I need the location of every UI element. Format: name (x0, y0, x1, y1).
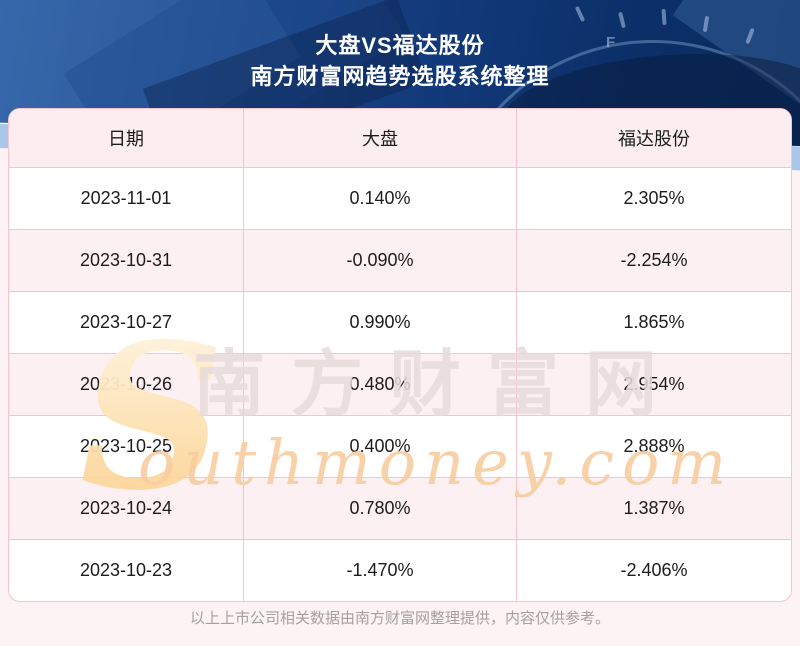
market-cell: 0.990% (243, 292, 516, 353)
date-cell: 2023-10-27 (79, 312, 173, 332)
stock-cell: -2.406% (516, 540, 791, 601)
market-cell: -0.090% (243, 230, 516, 291)
stock-cell: 1.865% (516, 292, 791, 353)
market-cell: 0.400% (243, 416, 516, 477)
table-row: 2023-10-23 -1.470% -2.406% (9, 539, 791, 601)
date-cell: 2023-10-24 (9, 478, 243, 539)
stock-cell: 2.954% (516, 354, 791, 415)
gauge-tick-decoration (661, 8, 667, 26)
market-cell: 0.480% (243, 354, 516, 415)
table-row: 2023-10-26 0.480% 2.954% (9, 353, 791, 415)
page-subtitle: 南方财富网趋势选股系统整理 (250, 64, 550, 89)
gauge-tick-decoration (574, 5, 586, 23)
table-row: 2023-11-01 0.140% 2.305% (9, 167, 791, 229)
date-cell: 2023-10-31 (9, 230, 243, 291)
footer-disclaimer: 以上上市公司相关数据由南方财富网整理提供，内容仅供参考。 (189, 610, 610, 627)
date-cell: 2023-11-01 (80, 188, 172, 208)
column-header-market: 大盘 (243, 109, 516, 167)
market-cell: 0.780% (243, 478, 516, 539)
stock-cell: 1.387% (516, 478, 791, 539)
page-title: 大盘VS福达股份 (315, 33, 485, 58)
table-header-row: 日期 大盘 福达股份 (9, 109, 791, 167)
table-row: 2023-10-24 0.780% 1.387% (9, 477, 791, 539)
stock-cell: -2.254% (516, 230, 791, 291)
column-header-stock: 福达股份 (516, 109, 791, 167)
table-row: 2023-10-31 -0.090% -2.254% (9, 229, 791, 291)
market-cell: -1.470% (243, 540, 516, 601)
date-cell: 2023-10-25 (79, 436, 173, 456)
date-cell: 2023-10-26 (9, 354, 243, 415)
table-row: 2023-10-27 0.990% 1.865% (9, 291, 791, 353)
comparison-table: 日期 大盘 福达股份 2023-11-01 0.140% 2.305% 2023… (8, 108, 792, 602)
stock-cell: 2.888% (516, 416, 791, 477)
table-row: 2023-10-25 0.400% 2.888% (9, 415, 791, 477)
column-header-date: 日期 (9, 109, 243, 167)
market-cell: 0.140% (243, 168, 516, 229)
date-cell: 2023-10-23 (79, 560, 173, 580)
gauge-tick-decoration (618, 11, 626, 29)
gauge-f-mark: F (606, 34, 616, 51)
stock-cell: 2.305% (516, 168, 791, 229)
